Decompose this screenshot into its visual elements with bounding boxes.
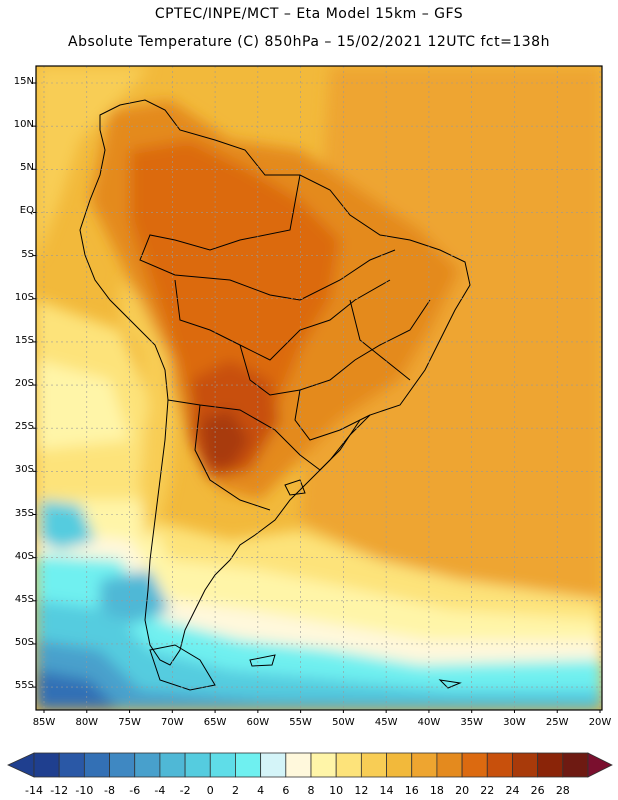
lat-label: 5S <box>21 248 34 260</box>
colorbar-swatch <box>260 752 287 778</box>
colorbar-swatch <box>461 752 488 778</box>
lat-label: 10S <box>14 291 34 303</box>
colorbar-label: -4 <box>154 784 166 797</box>
graticule <box>36 66 602 710</box>
map-frame <box>35 65 603 711</box>
colorbar-swatch <box>537 752 564 778</box>
chart-title-line1: CPTEC/INPE/MCT – Eta Model 15km – GFS <box>154 6 464 22</box>
colorbar-label: 0 <box>206 784 214 797</box>
colorbar-swatch <box>33 752 60 778</box>
colorbar-swatch <box>310 752 337 778</box>
temperature-field <box>36 66 602 710</box>
lon-label: 45W <box>374 717 398 728</box>
colorbar-swatch <box>335 752 362 778</box>
lon-label: 70W <box>160 717 184 728</box>
lat-label: 15S <box>14 334 34 346</box>
lat-label: 30S <box>14 464 34 476</box>
colorbar-label: -6 <box>129 784 141 797</box>
colorbar-label: 8 <box>307 784 315 797</box>
lon-label: 40W <box>417 717 441 728</box>
colorbar-swatch <box>512 752 539 778</box>
coastline <box>79 99 471 666</box>
lon-label: 50W <box>332 717 355 728</box>
colorbar-label: 14 <box>379 784 394 797</box>
colorbar-min-arrow <box>7 752 35 778</box>
colorbar-swatch <box>360 752 387 778</box>
colorbar-label: 28 <box>555 784 570 797</box>
lat-label: 55S <box>14 680 34 692</box>
lat-label: 40S <box>14 550 34 562</box>
lat-label: EQ <box>19 205 34 217</box>
colorbar-swatch <box>109 752 136 778</box>
lon-label: 65W <box>203 717 227 728</box>
lat-label: 35S <box>14 507 34 519</box>
colorbar-swatch <box>562 752 589 778</box>
lat-label: 50S <box>14 636 34 648</box>
lon-label: 30W <box>503 717 526 728</box>
colorbar <box>7 752 613 778</box>
lon-label: 20W <box>588 717 612 728</box>
colorbar-label: -12 <box>50 784 69 797</box>
lat-label: 25S <box>14 421 34 433</box>
colorbar-swatch <box>486 752 513 778</box>
colorbar-label: -2 <box>179 784 191 797</box>
lon-label: 60W <box>246 717 270 728</box>
lon-label: 75W <box>118 717 141 728</box>
colorbar-label: 2 <box>231 784 239 797</box>
lat-label: 15N <box>13 76 34 87</box>
lon-label: 35W <box>460 717 483 728</box>
colorbar-swatch <box>184 752 211 778</box>
colorbar-label: -10 <box>75 784 94 797</box>
colorbar-max-arrow <box>587 752 613 778</box>
colorbar-swatch <box>436 752 463 778</box>
lon-label: 25W <box>545 717 569 728</box>
colorbar-label: -8 <box>104 784 116 797</box>
colorbar-swatch <box>58 752 85 778</box>
lon-label: 55W <box>289 717 312 728</box>
colorbar-label: 6 <box>282 784 290 797</box>
lat-label: 20S <box>14 378 34 390</box>
colorbar-label: 10 <box>329 784 344 797</box>
colorbar-swatch <box>411 752 438 778</box>
colorbar-swatch <box>83 752 110 778</box>
colorbar-label: 22 <box>480 784 495 797</box>
colorbar-swatch <box>386 752 413 778</box>
lat-label: 45S <box>14 593 34 605</box>
colorbar-swatch <box>285 752 312 778</box>
colorbar-label: 18 <box>429 784 444 797</box>
colorbar-swatch <box>235 752 262 778</box>
colorbar-label: 12 <box>354 784 369 797</box>
colorbar-label: 24 <box>505 784 520 797</box>
lon-label: 85W <box>32 717 56 728</box>
colorbar-label: -14 <box>25 784 43 797</box>
colorbar-swatch <box>209 752 236 778</box>
colorbar-label: 4 <box>257 784 265 797</box>
chart-title-line2: Absolute Temperature (C) 850hPa – 15/02/… <box>68 34 550 50</box>
lat-label: 10N <box>13 119 34 131</box>
lon-label: 80W <box>75 717 99 728</box>
colorbar-label: 16 <box>404 784 419 797</box>
colorbar-label: 20 <box>455 784 470 797</box>
colorbar-swatch <box>159 752 186 778</box>
colorbar-swatch <box>134 752 161 778</box>
colorbar-label: 26 <box>530 784 545 797</box>
lat-label: 5N <box>20 162 34 174</box>
